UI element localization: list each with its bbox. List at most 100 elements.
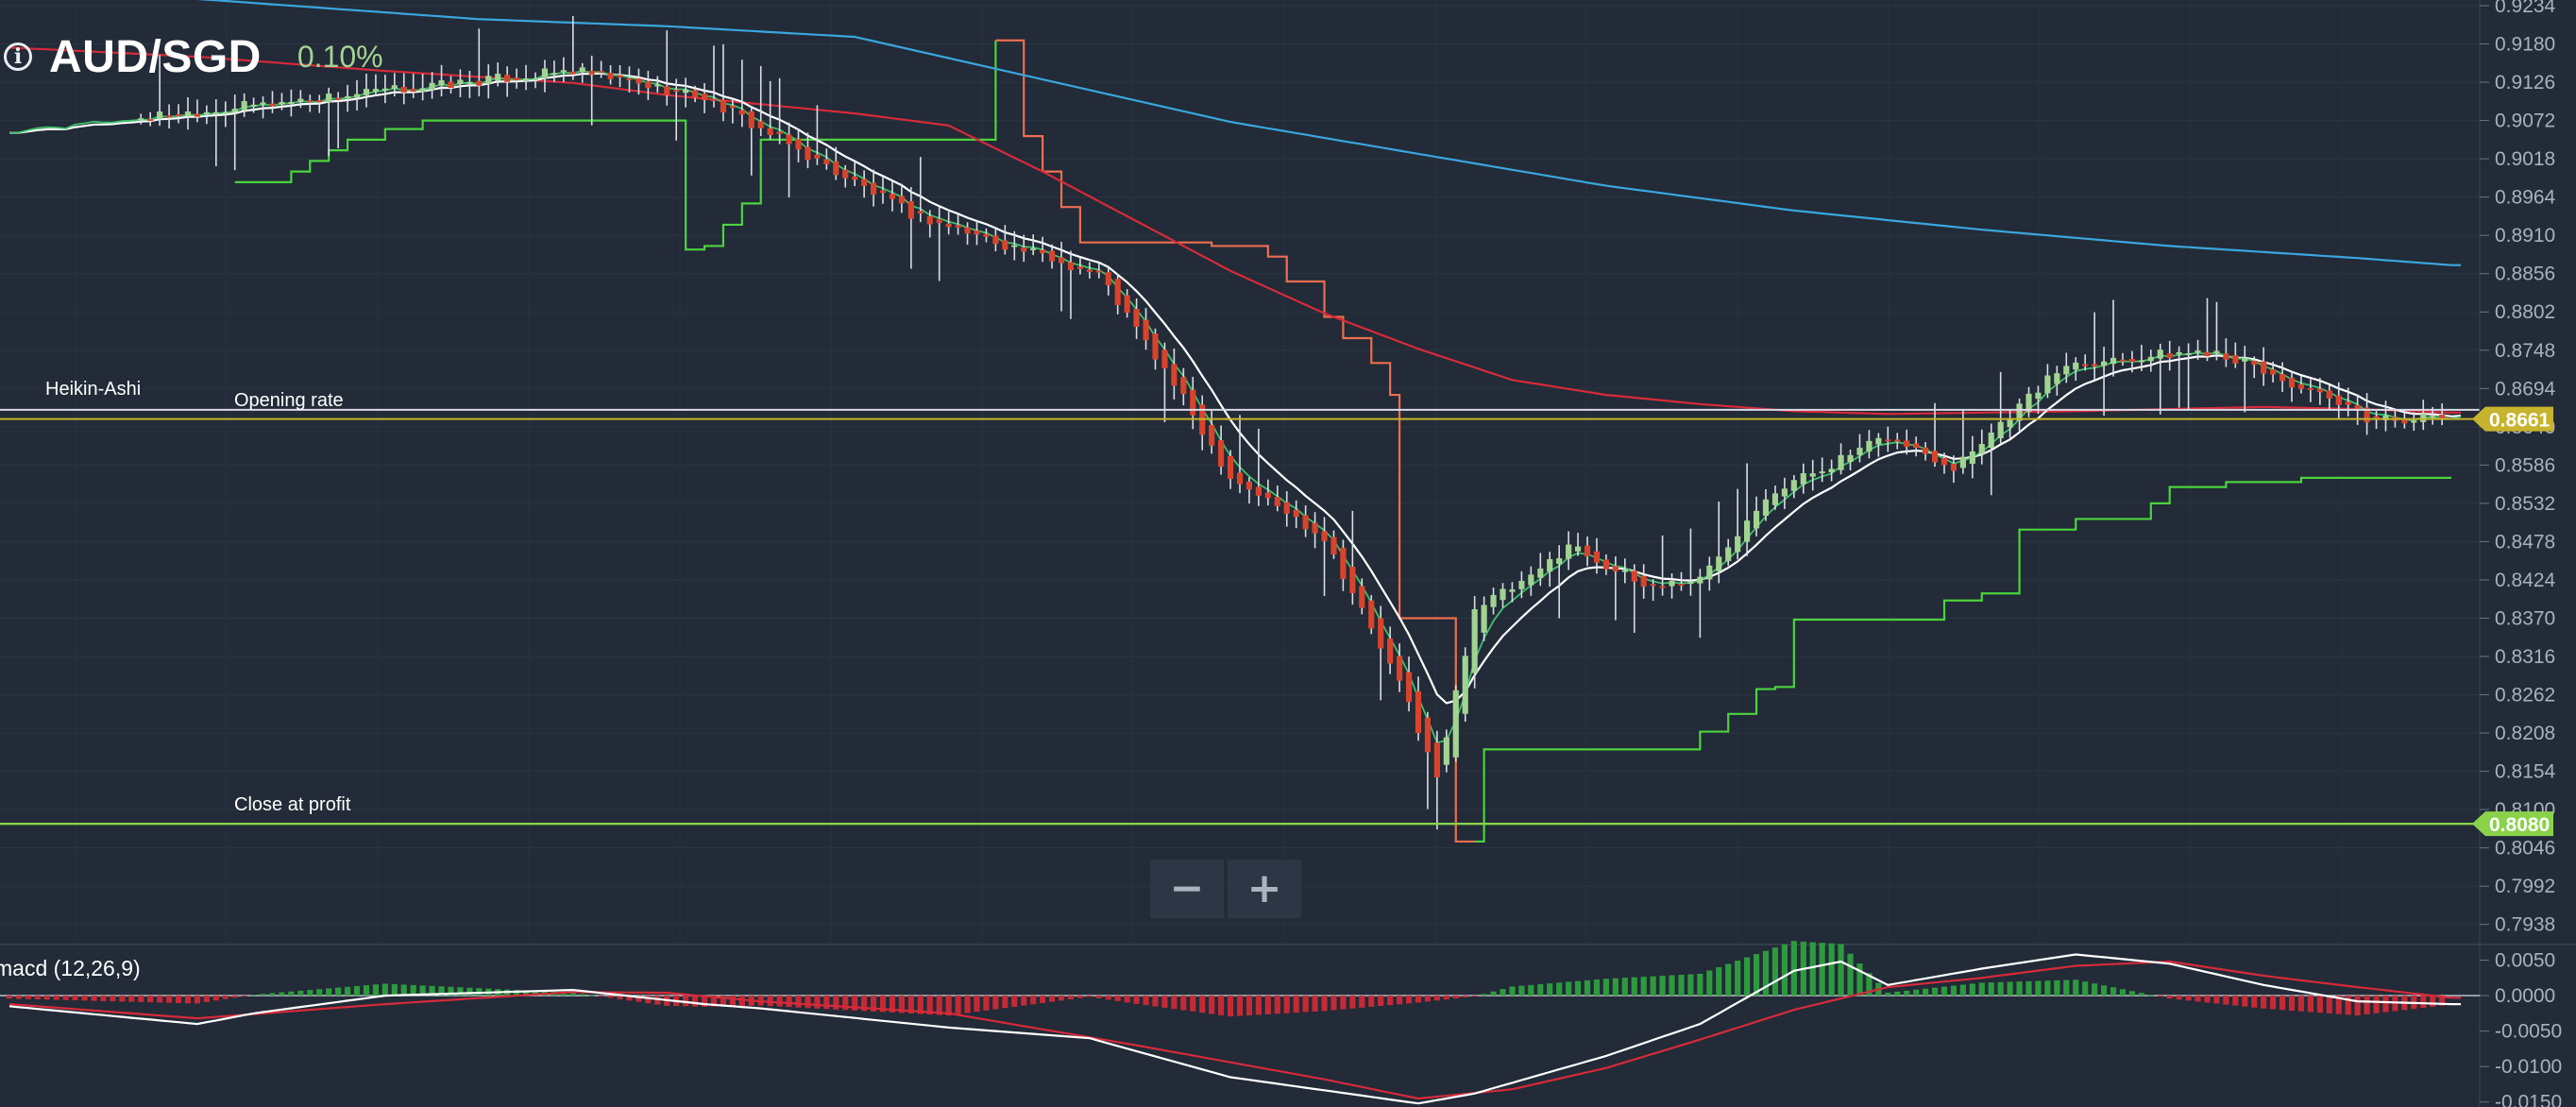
bear-candle xyxy=(1894,439,1901,442)
ma-white-line xyxy=(8,72,2462,705)
y-tick-label: 0.8964 xyxy=(2495,187,2556,209)
macd-bar xyxy=(1368,996,1375,1007)
bull-candle xyxy=(1462,656,1468,714)
macd-bar xyxy=(1978,982,1985,996)
info-icon[interactable]: i xyxy=(4,43,32,71)
macd-bar xyxy=(1359,996,1365,1008)
macd-bar xyxy=(2373,996,2380,1013)
macd-bar xyxy=(1706,970,1713,996)
bear-candle xyxy=(2204,351,2211,357)
bull-candle xyxy=(1866,440,1873,451)
zoom-controls: − + xyxy=(1150,860,1301,918)
bull-candle xyxy=(1556,558,1563,564)
macd-bar xyxy=(91,996,97,1001)
macd-bar xyxy=(1950,985,1957,996)
change-percent: 0.10% xyxy=(297,39,383,74)
macd-bar xyxy=(2223,996,2229,1005)
zoom-in-button[interactable]: + xyxy=(1228,860,1301,918)
macd-bar xyxy=(1274,996,1280,1014)
macd-bar xyxy=(1566,981,1572,996)
bear-candle xyxy=(1076,266,1083,269)
macd-bar xyxy=(2176,996,2182,1000)
current-price-badge-text: 0.8661 xyxy=(2489,410,2551,432)
macd-bar xyxy=(231,996,238,998)
bull-candle xyxy=(381,88,388,91)
macd-bar xyxy=(1556,982,1563,996)
bear-candle xyxy=(710,98,718,101)
bear-candle xyxy=(1124,295,1130,314)
bull-candle xyxy=(279,101,285,105)
macd-bar xyxy=(2288,996,2296,1011)
macd-bar xyxy=(617,996,623,999)
macd-bar xyxy=(2092,983,2098,996)
bull-candle xyxy=(1528,574,1534,586)
bear-candle xyxy=(2345,401,2351,405)
profit-price-badge-shape xyxy=(2472,811,2553,837)
bear-candle xyxy=(1904,440,1910,448)
bear-candle xyxy=(1152,333,1159,360)
bear-candle xyxy=(645,81,652,89)
bear-candle xyxy=(1218,440,1225,467)
axis-background xyxy=(2480,0,2576,1107)
bear-candle xyxy=(1180,377,1187,395)
macd-bar xyxy=(100,996,107,1001)
macd-bar xyxy=(279,992,285,996)
macd-bar xyxy=(898,996,906,1013)
current-price-badge: 0.8661 xyxy=(2472,406,2553,432)
bull-candle xyxy=(1697,576,1703,584)
macd-bar xyxy=(1330,996,1337,1011)
macd-bar xyxy=(1650,976,1656,996)
bull-candle xyxy=(419,88,426,93)
bear-candle xyxy=(448,81,454,89)
macd-bar xyxy=(1264,996,1271,1014)
bear-candle xyxy=(776,131,783,134)
bear-candle xyxy=(147,119,154,122)
macd-bar xyxy=(1969,983,1975,996)
y-tick-label: 0.8208 xyxy=(2495,723,2555,744)
bear-candle xyxy=(898,196,906,204)
macd-bar xyxy=(297,990,304,996)
macd-bar xyxy=(2261,996,2267,1009)
macd-bar xyxy=(1923,988,1929,996)
macd-bar xyxy=(879,996,887,1013)
macd-bar xyxy=(1547,983,1553,996)
macd-bar xyxy=(2279,996,2286,1011)
bull-candle xyxy=(1669,580,1675,587)
bull-candle xyxy=(1847,454,1854,463)
macd-bar xyxy=(1180,996,1187,1011)
zoom-out-button[interactable]: − xyxy=(1150,860,1224,918)
bear-candle xyxy=(2270,368,2277,375)
bear-candle xyxy=(1246,481,1253,490)
profit-price-badge-text: 0.8080 xyxy=(2489,814,2550,836)
symbol-title: AUD/SGD xyxy=(49,31,262,82)
bull-candle xyxy=(1621,570,1628,572)
bull-candle xyxy=(1518,581,1525,589)
supertrend-lines xyxy=(234,39,2452,843)
bull-candle xyxy=(1997,421,2004,439)
macd-bar xyxy=(1753,954,1760,996)
bear-candle xyxy=(964,227,971,234)
bull-candle xyxy=(1959,456,1966,468)
macd-bar xyxy=(203,996,210,1002)
macd-bar xyxy=(1509,986,1516,996)
macd-bar xyxy=(871,996,877,1012)
macd-bar xyxy=(974,996,980,1013)
moving-averages xyxy=(8,0,2462,744)
macd-bar xyxy=(1669,975,1675,996)
macd-bar xyxy=(1040,996,1046,1003)
macd-bar xyxy=(81,996,88,1001)
macd-bar xyxy=(43,996,50,1000)
bull-candle xyxy=(466,81,473,84)
macd-bar xyxy=(419,985,426,996)
macd-bar xyxy=(457,987,464,996)
macd-bar xyxy=(1002,996,1008,1009)
macd-bar xyxy=(2044,980,2051,996)
macd-bar xyxy=(1584,979,1591,996)
y-tick-label: 0.8586 xyxy=(2495,454,2555,476)
macd-bar xyxy=(992,996,999,1010)
macd-bar xyxy=(1640,977,1647,996)
macd-bar xyxy=(2101,985,2108,996)
y-tick-label: 0.9126 xyxy=(2495,72,2555,94)
